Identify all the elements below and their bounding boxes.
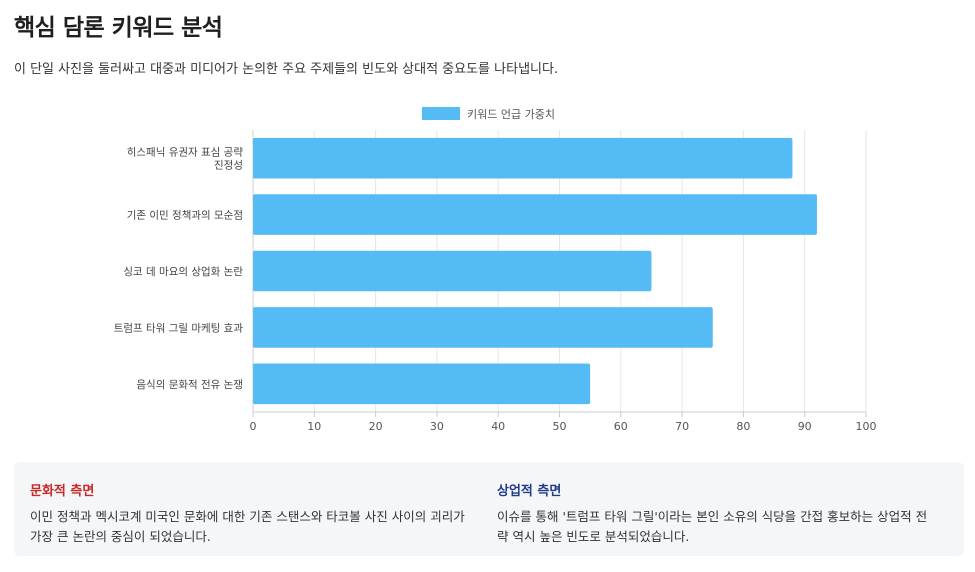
keyword-bar-chart: 키워드 언급 가중치 0 10 20 30 40 50 60 70 80 90 100 히스패닉 유권자… [114,107,877,433]
commercial-insight-body: 이슈를 통해 '트럼프 타워 그릴'이라는 본인 소유의 식당을 간접 홍보하는… [497,509,928,544]
legend-label: 키워드 언급 가중치 [467,108,555,121]
page-subtitle: 이 단일 사진을 둘러싸고 대중과 미디어가 논의한 주요 주제들의 빈도와 상… [14,62,559,77]
bar [253,194,817,235]
bar [253,307,713,348]
bar [253,363,591,405]
commercial-insight: 상업적 측면 이슈를 통해 '트럼프 타워 그릴'이라는 본인 소유의 식당을 … [497,480,937,547]
x-tick-label: 10 [307,420,321,433]
x-tick-label: 40 [491,420,505,433]
x-tick-label: 80 [736,420,750,433]
category-label: 진정성 [214,160,243,172]
category-label: 히스패닉 유권자 표심 공략 [127,147,244,159]
x-tick-label: 50 [553,420,567,433]
bar [253,250,652,292]
x-tick-label: 30 [430,420,444,433]
insight-panel: 문화적 측면 이민 정책과 멕시코계 미국인 문화에 대한 기존 스탠스와 타코… [14,462,964,556]
cultural-insight-body: 이민 정책과 멕시코계 미국인 문화에 대한 기존 스탠스와 타코볼 사진 사이… [30,509,465,544]
x-tick-label: 60 [614,420,628,433]
category-label: 싱코 데 마요의 상업화 논란 [123,265,243,278]
x-tick-label: 20 [369,420,383,433]
category-label: 트럼프 타워 그릴 마케팅 효과 [114,321,244,334]
legend-swatch [422,107,460,120]
bar [253,137,793,179]
x-tick-label: 0 [250,420,257,433]
x-tick-label: 70 [675,420,689,433]
commercial-insight-heading: 상업적 측면 [497,484,562,499]
category-label: 음식의 문화적 전유 논쟁 [136,379,243,391]
x-tick-label: 90 [798,420,812,433]
x-tick-label: 100 [856,420,877,433]
cultural-insight: 문화적 측면 이민 정책과 멕시코계 미국인 문화에 대한 기존 스탠스와 타코… [30,480,470,547]
page-title: 핵심 담론 키워드 분석 [14,15,223,41]
category-label: 기존 이민 정책과의 모순점 [127,210,243,222]
cultural-insight-heading: 문화적 측면 [30,484,95,499]
